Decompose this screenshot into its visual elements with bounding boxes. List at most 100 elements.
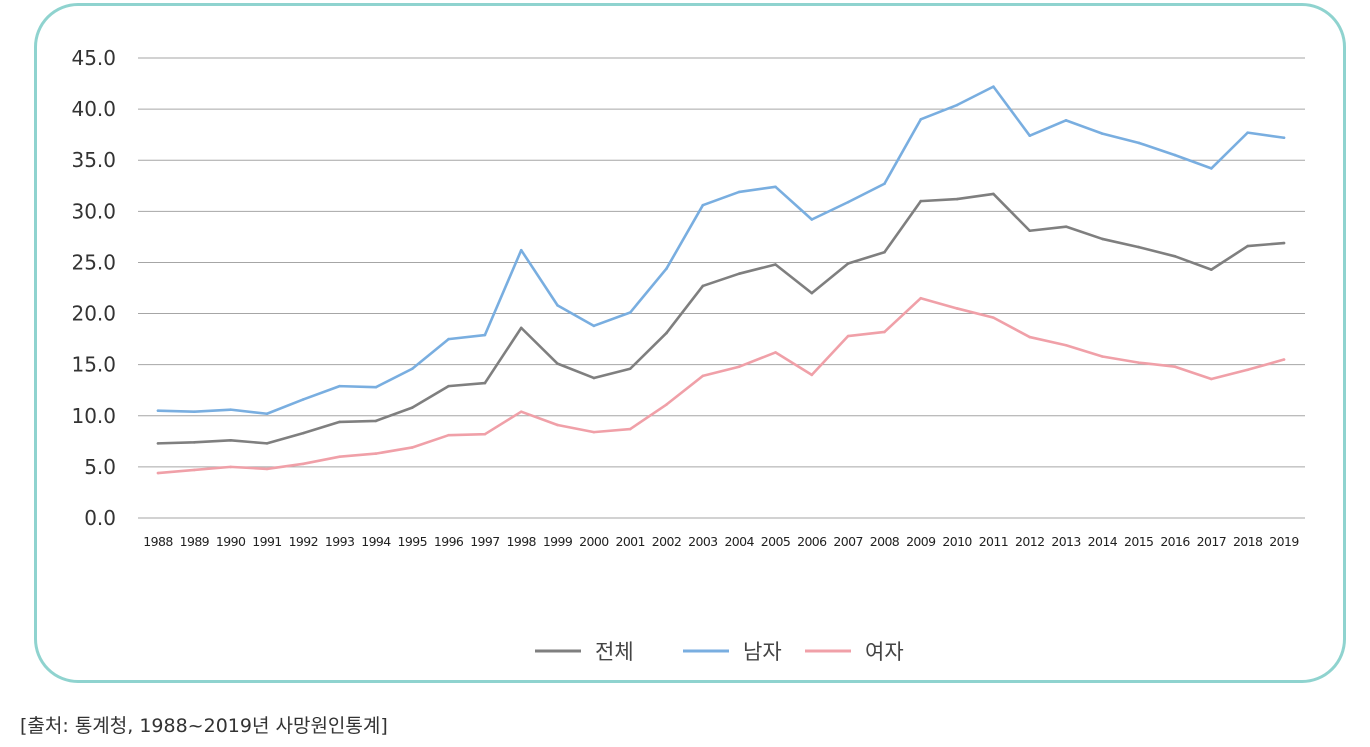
data-point	[193, 441, 196, 444]
data-point	[665, 331, 668, 335]
x-tick-label: 2008	[870, 534, 900, 549]
y-tick-label: 10.0	[71, 404, 116, 428]
data-point	[338, 384, 341, 388]
data-point	[1137, 141, 1141, 145]
data-point	[1101, 132, 1104, 135]
data-point	[556, 423, 559, 427]
data-point	[628, 367, 632, 371]
x-tick-label: 2017	[1197, 534, 1226, 549]
data-point	[955, 197, 959, 201]
x-tick-label: 2009	[906, 534, 936, 549]
x-tick-label: 2015	[1124, 534, 1153, 549]
x-tick-label: 2010	[942, 534, 972, 549]
data-point	[737, 272, 741, 275]
data-point	[992, 85, 995, 88]
data-point	[1173, 153, 1177, 157]
data-point	[846, 262, 850, 265]
data-point	[1028, 134, 1032, 137]
data-point	[592, 376, 596, 380]
data-point	[447, 433, 450, 437]
data-point	[955, 307, 959, 310]
x-tick-label: 2013	[1051, 534, 1080, 549]
series-line-2	[156, 85, 1286, 416]
data-point	[1173, 365, 1177, 369]
data-point	[737, 365, 741, 369]
data-point	[955, 103, 959, 107]
x-tick-label: 2012	[1015, 534, 1044, 549]
x-tick-label: 1999	[543, 534, 573, 549]
data-point	[992, 192, 995, 196]
data-point	[301, 431, 305, 435]
x-tick-label: 1990	[216, 534, 246, 549]
series-line-3	[156, 296, 1286, 475]
data-point	[1101, 355, 1104, 358]
data-point	[592, 430, 596, 434]
x-tick-label: 1988	[143, 534, 173, 549]
data-point	[1137, 361, 1141, 364]
data-point	[374, 385, 378, 389]
x-tick-label: 2005	[761, 534, 790, 549]
x-tick-label: 2000	[579, 534, 609, 549]
data-point	[156, 442, 160, 445]
data-point	[1210, 268, 1213, 271]
data-point	[774, 351, 777, 354]
data-point	[1064, 343, 1068, 347]
x-tick-label: 1998	[507, 534, 537, 549]
y-tick-label: 35.0	[71, 148, 116, 172]
x-tick-label: 1993	[325, 534, 354, 549]
data-point	[774, 263, 777, 266]
data-point	[301, 462, 305, 466]
data-point	[374, 452, 378, 455]
y-tick-label: 25.0	[71, 250, 116, 274]
y-tick-label: 15.0	[71, 353, 116, 377]
data-point	[374, 419, 378, 423]
legend-label: 여자	[865, 640, 904, 664]
legend-label: 전체	[595, 640, 634, 664]
data-point	[156, 409, 160, 412]
data-point	[229, 465, 232, 469]
data-point	[628, 427, 632, 431]
data-point	[1101, 237, 1104, 241]
data-point	[556, 362, 559, 365]
x-tick-label: 1996	[434, 534, 464, 549]
data-point	[665, 267, 668, 270]
data-point	[338, 455, 341, 458]
y-tick-label: 20.0	[71, 302, 116, 326]
x-tick-label: 1991	[252, 534, 281, 549]
series-line-1	[156, 192, 1286, 445]
data-point	[846, 200, 850, 204]
x-tick-label: 2019	[1269, 534, 1299, 549]
data-point	[701, 284, 705, 288]
data-point	[410, 446, 414, 449]
data-point	[1282, 136, 1286, 140]
data-point	[737, 190, 741, 194]
data-point	[1064, 225, 1068, 228]
y-tick-label: 45.0	[71, 46, 116, 70]
data-point	[410, 367, 414, 371]
x-tick-label: 2016	[1160, 534, 1190, 549]
x-tick-label: 2011	[979, 534, 1008, 549]
data-point	[992, 316, 995, 319]
data-point	[338, 420, 341, 424]
data-point	[265, 442, 269, 445]
data-point	[519, 326, 523, 330]
data-point	[156, 471, 160, 475]
data-point	[229, 408, 232, 411]
data-point	[556, 304, 559, 307]
data-point	[1246, 368, 1249, 372]
data-point	[1210, 377, 1213, 381]
data-point	[1064, 119, 1068, 122]
x-tick-label: 1989	[180, 534, 210, 549]
x-tick-label: 1995	[398, 534, 427, 549]
x-tick-label: 1997	[470, 534, 499, 549]
data-point	[519, 248, 523, 252]
x-tick-label: 2018	[1233, 534, 1263, 549]
data-point	[883, 182, 886, 186]
data-point	[265, 412, 269, 416]
data-point	[701, 203, 705, 207]
data-point	[410, 406, 414, 409]
x-tick-label: 2007	[833, 534, 862, 549]
data-point	[193, 468, 196, 472]
data-point	[919, 118, 923, 121]
chart-frame	[34, 3, 1346, 683]
